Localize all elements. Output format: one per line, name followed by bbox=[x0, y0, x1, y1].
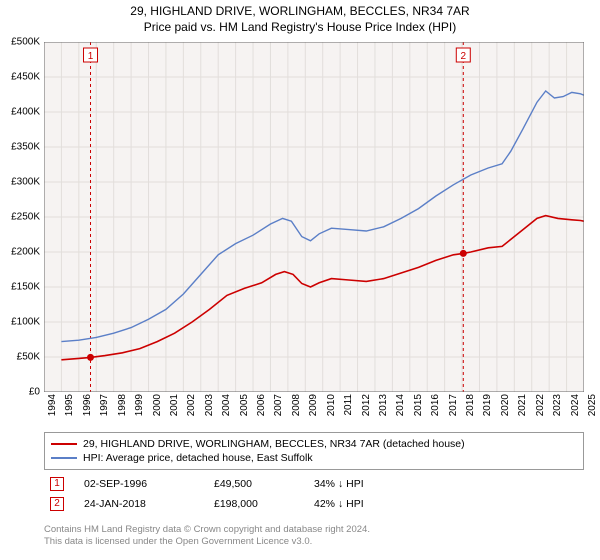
legend: 29, HIGHLAND DRIVE, WORLINGHAM, BECCLES,… bbox=[44, 432, 584, 470]
legend-swatch bbox=[51, 457, 77, 459]
chart-container: 29, HIGHLAND DRIVE, WORLINGHAM, BECCLES,… bbox=[0, 0, 600, 560]
x-tick-label: 2019 bbox=[482, 394, 493, 416]
x-tick-label: 2011 bbox=[343, 394, 354, 416]
x-tick-label: 2009 bbox=[308, 394, 319, 416]
x-tick-label: 2001 bbox=[169, 394, 180, 416]
svg-text:1: 1 bbox=[88, 51, 94, 62]
arrow-down-icon: ↓ bbox=[338, 478, 343, 490]
marker-date: 02-SEP-1996 bbox=[84, 478, 194, 490]
marker-row: 2 24-JAN-2018 £198,000 42% ↓ HPI bbox=[44, 494, 584, 514]
marker-price: £49,500 bbox=[214, 478, 294, 490]
x-tick-label: 1997 bbox=[99, 394, 110, 416]
marker-badge: 1 bbox=[50, 477, 64, 491]
x-tick-label: 2005 bbox=[239, 394, 250, 416]
attribution-line: Contains HM Land Registry data © Crown c… bbox=[44, 524, 584, 536]
x-tick-label: 1999 bbox=[134, 394, 145, 416]
x-tick-label: 1996 bbox=[82, 394, 93, 416]
legend-label: HPI: Average price, detached house, East… bbox=[83, 452, 313, 464]
y-tick-label: £450K bbox=[11, 72, 40, 83]
marker-row: 1 02-SEP-1996 £49,500 34% ↓ HPI bbox=[44, 474, 584, 494]
x-tick-label: 2002 bbox=[186, 394, 197, 416]
x-tick-label: 2018 bbox=[465, 394, 476, 416]
x-tick-label: 2000 bbox=[152, 394, 163, 416]
marker-price: £198,000 bbox=[214, 498, 294, 510]
x-tick-label: 2021 bbox=[517, 394, 528, 416]
legend-item: 29, HIGHLAND DRIVE, WORLINGHAM, BECCLES,… bbox=[51, 437, 577, 451]
y-tick-label: £250K bbox=[11, 212, 40, 223]
legend-label: 29, HIGHLAND DRIVE, WORLINGHAM, BECCLES,… bbox=[83, 438, 465, 450]
svg-text:2: 2 bbox=[461, 51, 467, 62]
attribution-line: This data is licensed under the Open Gov… bbox=[44, 536, 584, 548]
marker-date: 24-JAN-2018 bbox=[84, 498, 194, 510]
y-tick-label: £350K bbox=[11, 142, 40, 153]
y-tick-label: £200K bbox=[11, 247, 40, 258]
marker-number: 2 bbox=[54, 499, 60, 509]
x-tick-label: 2025 bbox=[587, 394, 598, 416]
marker-diff: 42% ↓ HPI bbox=[314, 498, 404, 510]
marker-diff: 34% ↓ HPI bbox=[314, 478, 404, 490]
y-tick-label: £150K bbox=[11, 282, 40, 293]
x-tick-label: 2013 bbox=[378, 394, 389, 416]
title-block: 29, HIGHLAND DRIVE, WORLINGHAM, BECCLES,… bbox=[0, 0, 600, 34]
attribution: Contains HM Land Registry data © Crown c… bbox=[44, 524, 584, 548]
x-tick-label: 2015 bbox=[413, 394, 424, 416]
x-tick-label: 1995 bbox=[64, 394, 75, 416]
x-tick-label: 2014 bbox=[395, 394, 406, 416]
marker-number: 1 bbox=[54, 479, 60, 489]
plot-svg: 12 bbox=[44, 42, 584, 392]
x-tick-label: 2008 bbox=[291, 394, 302, 416]
x-tick-label: 2007 bbox=[273, 394, 284, 416]
marker-badge: 2 bbox=[50, 497, 64, 511]
x-tick-label: 1994 bbox=[47, 394, 58, 416]
x-tick-label: 2012 bbox=[361, 394, 372, 416]
x-tick-label: 2022 bbox=[535, 394, 546, 416]
x-tick-label: 2016 bbox=[430, 394, 441, 416]
x-tick-label: 1998 bbox=[117, 394, 128, 416]
chart-title: 29, HIGHLAND DRIVE, WORLINGHAM, BECCLES,… bbox=[0, 4, 600, 18]
arrow-down-icon: ↓ bbox=[338, 498, 343, 510]
x-tick-label: 2004 bbox=[221, 394, 232, 416]
x-tick-label: 2020 bbox=[500, 394, 511, 416]
marker-table: 1 02-SEP-1996 £49,500 34% ↓ HPI 2 24-JAN… bbox=[44, 474, 584, 514]
y-tick-label: £500K bbox=[11, 37, 40, 48]
x-tick-label: 2024 bbox=[570, 394, 581, 416]
y-tick-label: £0 bbox=[29, 387, 40, 398]
x-tick-label: 2006 bbox=[256, 394, 267, 416]
legend-item: HPI: Average price, detached house, East… bbox=[51, 451, 577, 465]
x-tick-label: 2017 bbox=[448, 394, 459, 416]
y-tick-label: £100K bbox=[11, 317, 40, 328]
y-tick-label: £300K bbox=[11, 177, 40, 188]
chart-area: 12 £0£50K£100K£150K£200K£250K£300K£350K£… bbox=[44, 42, 584, 392]
y-tick-label: £400K bbox=[11, 107, 40, 118]
chart-subtitle: Price paid vs. HM Land Registry's House … bbox=[0, 20, 600, 34]
x-tick-label: 2023 bbox=[552, 394, 563, 416]
y-tick-label: £50K bbox=[17, 352, 40, 363]
legend-swatch bbox=[51, 443, 77, 445]
x-tick-label: 2003 bbox=[204, 394, 215, 416]
x-tick-label: 2010 bbox=[326, 394, 337, 416]
